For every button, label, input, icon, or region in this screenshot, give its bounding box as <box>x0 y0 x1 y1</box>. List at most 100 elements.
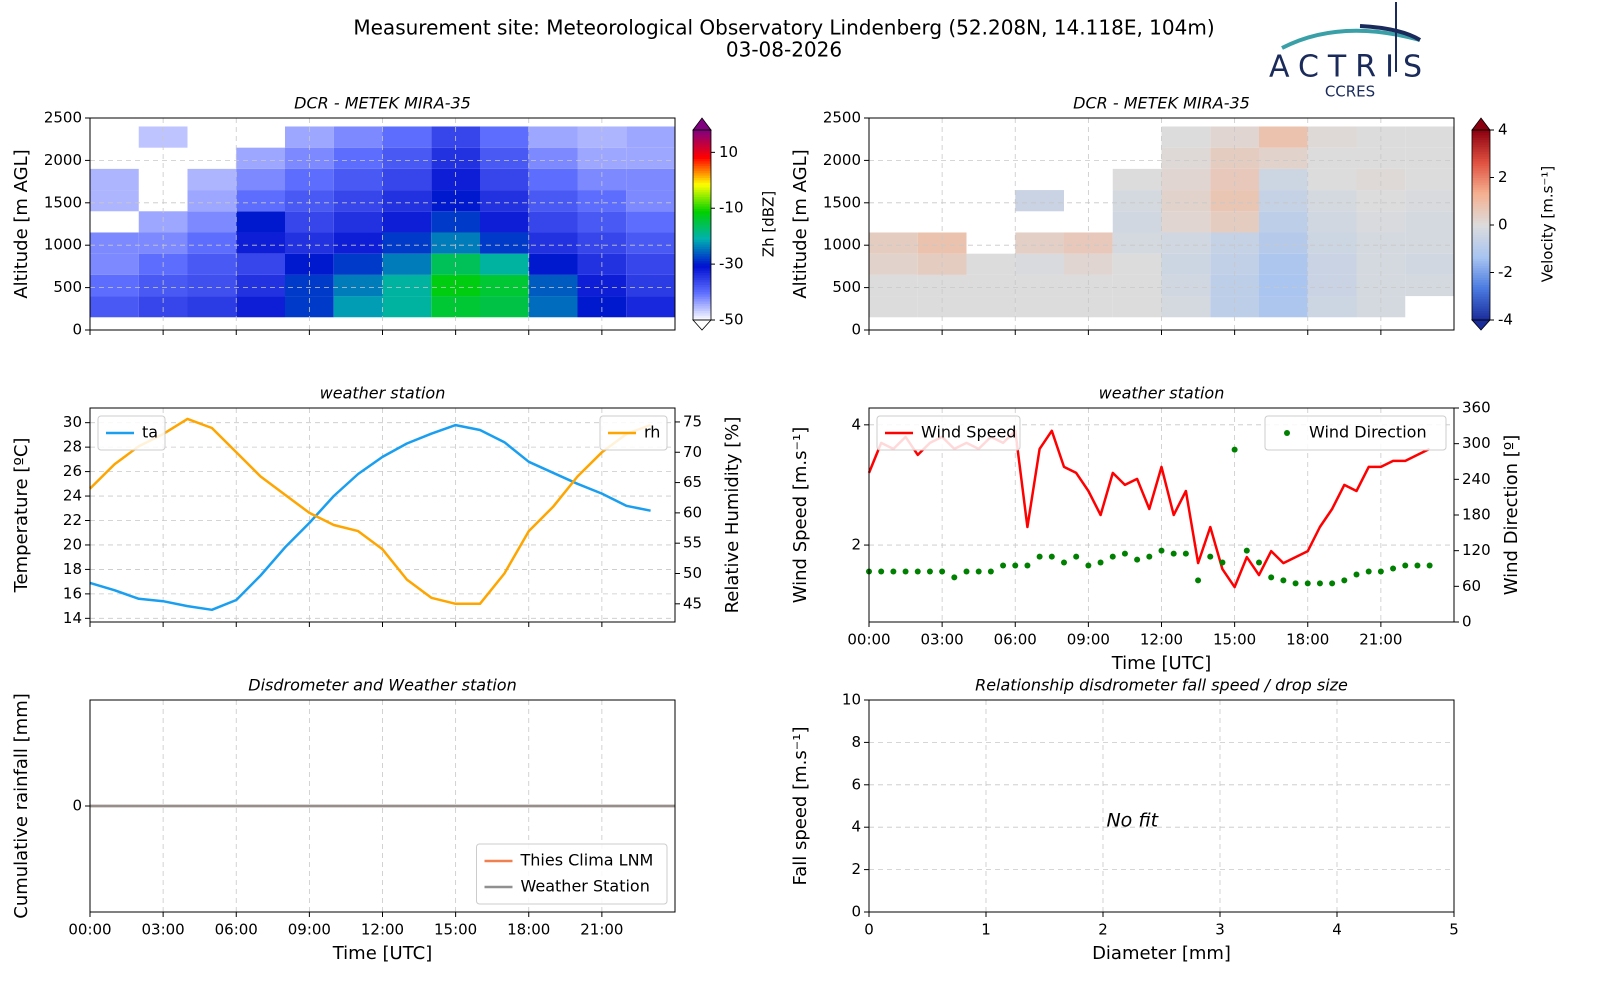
heatmap-cell <box>1307 168 1357 191</box>
chart-title: Disdrometer and Weather station <box>248 676 516 695</box>
colorbar-tick-label: -30 <box>719 255 744 273</box>
colorbar-segment <box>693 201 711 205</box>
colorbar-segment <box>1472 236 1490 240</box>
colorbar-segment <box>1472 253 1490 257</box>
y2-tick-label: 75 <box>683 412 702 430</box>
heatmap-cell <box>333 168 383 191</box>
colorbar-segment <box>693 234 711 238</box>
panel: 14 16 18 20 22 24 26 28 30 45 50 55 60 65 70 75 ta rh weat… <box>11 384 743 627</box>
heatmap-cell <box>236 168 285 191</box>
colorbar-segment <box>693 156 711 159</box>
heatmap-cell <box>917 232 967 254</box>
heatmap-cell <box>626 296 675 318</box>
colorbar-segment <box>1472 215 1490 219</box>
y2-axis-label: Wind Direction [º] <box>1501 435 1522 596</box>
colorbar-segment <box>1472 229 1490 233</box>
colorbar-segment <box>693 153 711 157</box>
colorbar-segment <box>1472 210 1490 214</box>
heatmap-cell <box>480 253 529 275</box>
colorbar-segment <box>693 146 711 150</box>
heatmap-cell <box>285 296 334 318</box>
heatmap-cell <box>626 274 675 297</box>
colorbar-segment <box>693 227 711 231</box>
y-tick-label: 2500 <box>44 109 82 127</box>
heatmap-cell <box>528 211 578 233</box>
colorbar-segment <box>1472 248 1490 252</box>
colorbar-segment <box>693 272 711 276</box>
colorbar-segment <box>693 137 711 140</box>
colorbar-segment <box>693 132 711 136</box>
heatmap-cell <box>1307 253 1357 275</box>
data-point <box>1280 577 1287 584</box>
y-tick-label: 20 <box>63 535 82 553</box>
y-tick-label: 2000 <box>823 151 861 169</box>
heatmap-cell <box>626 232 675 254</box>
data-point <box>926 568 933 575</box>
colorbar-segment <box>1472 165 1490 169</box>
y-tick-label: 14 <box>63 609 82 627</box>
colorbar-segment <box>693 310 711 314</box>
legend-label: ta <box>142 423 158 442</box>
data-point <box>1268 574 1275 581</box>
data-point <box>1304 580 1311 587</box>
y-tick-label: 2500 <box>823 109 861 127</box>
colorbar-segment <box>693 139 711 143</box>
y-tick-label: 10 <box>842 691 861 709</box>
heatmap-cell <box>1112 296 1162 318</box>
colorbar-segment <box>1472 310 1490 314</box>
heatmap-cell <box>187 253 237 275</box>
heatmap-cell <box>869 232 918 254</box>
colorbar-segment <box>1472 168 1490 171</box>
colorbar-segment <box>1472 274 1490 278</box>
heatmap-cell <box>333 232 383 254</box>
data-point <box>1390 565 1397 572</box>
colorbar-segment <box>1472 258 1490 262</box>
y-axis-label: Wind Speed [m.s⁻¹] <box>790 427 811 604</box>
y-tick-label: 30 <box>63 413 82 431</box>
x-tick-label: 21:00 <box>1359 631 1402 649</box>
y2-tick-label: 50 <box>683 564 702 582</box>
colorbar-segment <box>693 187 711 190</box>
colorbar-segment <box>693 184 711 188</box>
colorbar-segment <box>1472 241 1490 245</box>
y2-tick-label: 240 <box>1462 470 1491 488</box>
heatmap-cell <box>869 296 918 318</box>
x-axis-label: Time [UTC] <box>332 943 433 964</box>
axes-frame <box>89 117 676 331</box>
colorbar-tick-label: -50 <box>719 311 744 329</box>
heatmap-cell <box>1405 147 1454 169</box>
heatmap-cell <box>1259 296 1308 318</box>
colorbar-segment <box>693 191 711 195</box>
heatmap-cell <box>382 147 432 169</box>
colorbar-segment <box>1472 267 1490 271</box>
colorbar-segment <box>1472 139 1490 143</box>
colorbar-segment <box>693 179 711 183</box>
data-point <box>1341 577 1348 584</box>
colorbar-segment <box>693 312 711 316</box>
x-tick-label: 0 <box>864 921 874 939</box>
x-tick-label: 21:00 <box>580 921 623 939</box>
heatmap-cell <box>528 296 578 318</box>
y2-tick-label: 120 <box>1462 541 1491 559</box>
logo-text: ACTRIS <box>1269 50 1431 85</box>
colorbar-label: Velocity [m.s⁻¹] <box>1539 166 1557 282</box>
x-tick-label: 15:00 <box>1213 631 1256 649</box>
heatmap-cell <box>285 274 334 297</box>
colorbar-segment <box>693 206 711 209</box>
heatmap-cell <box>869 253 918 275</box>
data-point <box>1097 559 1104 566</box>
colorbar-segment <box>693 134 711 138</box>
y-tick-label: 16 <box>63 584 82 602</box>
heatmap-cell <box>1259 232 1308 254</box>
heatmap-cell <box>528 168 578 191</box>
heatmap-cell <box>1307 126 1357 148</box>
heatmap-cell <box>966 296 1016 318</box>
colorbar-segment <box>1472 208 1490 212</box>
x-tick-label: 18:00 <box>1286 631 1329 649</box>
colorbar-segment <box>1472 298 1490 302</box>
colorbar-segment <box>693 291 711 295</box>
heatmap-cell <box>236 253 285 275</box>
colorbar-segment <box>1472 265 1490 269</box>
colorbar-segment <box>1472 198 1490 202</box>
panel: 0 1 2 3 4 5 0 2 4 6 8 10 No fit Relationship disdrome… <box>790 676 1459 965</box>
